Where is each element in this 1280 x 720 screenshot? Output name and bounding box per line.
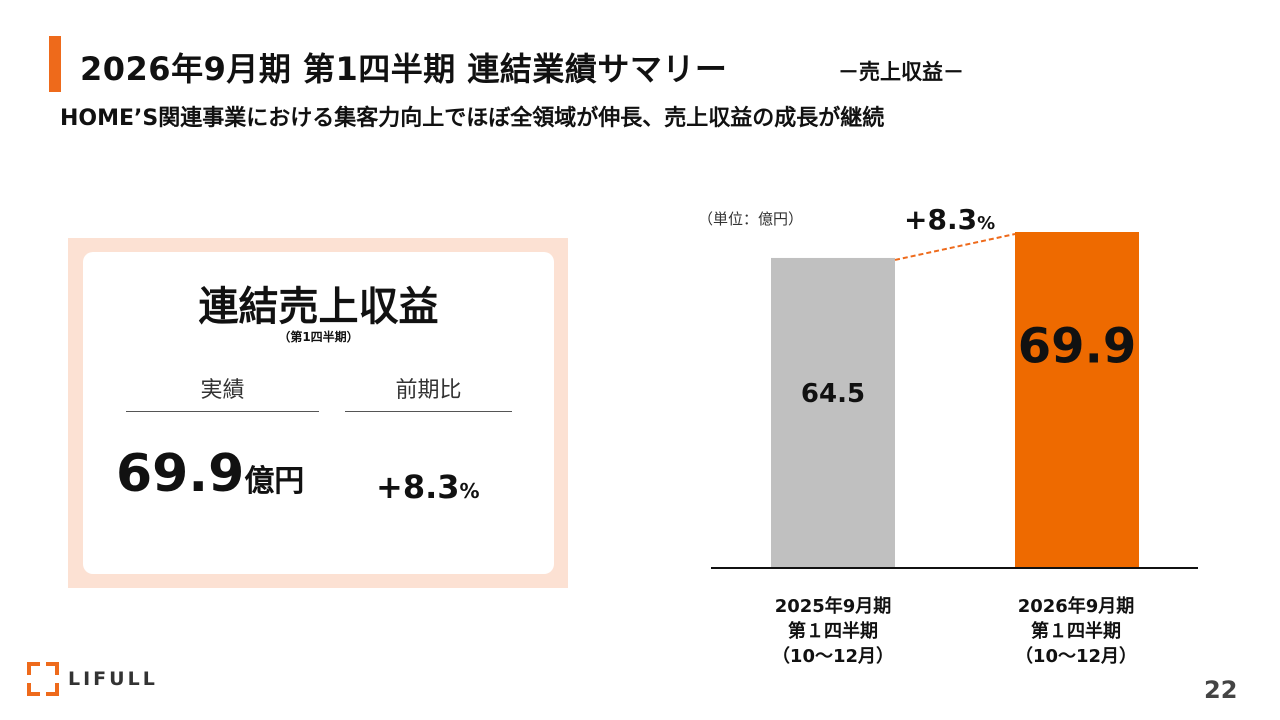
x-label-2026-line-3: （10～12月） — [1014, 646, 1138, 667]
x-label-2025-line-2: 第１四半期 — [788, 621, 878, 642]
kpi-yoy-label: 前期比 — [395, 378, 462, 403]
kpi-yoy-value: +8.3% — [376, 468, 480, 506]
kpi-yoy-number: +8.3 — [376, 468, 460, 506]
title-tag: －売上収益－ — [838, 60, 964, 84]
growth-number: +8.3 — [904, 203, 978, 236]
x-label-2026-line-1: 2026年9月期 — [1017, 596, 1135, 617]
growth-unit: % — [977, 213, 996, 234]
kpi-actual-label: 実績 — [200, 378, 245, 403]
growth-connector-line — [894, 233, 1016, 261]
bar-1 — [1015, 232, 1139, 568]
page-number: 22 — [1204, 676, 1238, 704]
x-label-2025-line-3: （10～12月） — [771, 646, 895, 667]
x-label-2026-line-2: 第１四半期 — [1031, 621, 1121, 642]
kpi-actual-value: 69.9億円 — [116, 444, 304, 504]
kpi-yoy-rule — [345, 411, 512, 412]
title-accent-bar — [49, 36, 61, 92]
chart-unit-note: （単位：億円） — [698, 210, 804, 228]
lifull-logo-text: LIFULL — [68, 668, 158, 690]
page-subtitle: HOME’S関連事業における集客力向上でほぼ全領域が伸長、売上収益の成長が継続 — [60, 106, 885, 131]
kpi-title: 連結売上収益 — [198, 284, 439, 330]
kpi-yoy-unit: % — [459, 479, 480, 503]
kpi-subtitle: （第1四半期） — [278, 330, 359, 344]
bar-value-label-1: 69.9 — [1018, 319, 1136, 375]
bar-0 — [771, 257, 895, 568]
growth-label: +8.3% — [904, 203, 995, 236]
kpi-panel — [83, 252, 554, 574]
kpi-actual-number: 69.9 — [116, 444, 245, 504]
lifull-logo-icon — [27, 662, 59, 696]
x-label-2025-line-1: 2025年9月期 — [774, 596, 892, 617]
x-label-2026: 2026年9月期 第１四半期 （10～12月） — [976, 594, 1176, 669]
page-title: 2026年9月期 第1四半期 連結業績サマリー — [80, 50, 728, 88]
kpi-actual-rule — [126, 411, 319, 412]
kpi-actual-unit: 億円 — [244, 464, 305, 499]
bar-value-label-0: 64.5 — [801, 379, 865, 409]
x-label-2025: 2025年9月期 第１四半期 （10～12月） — [733, 594, 933, 669]
